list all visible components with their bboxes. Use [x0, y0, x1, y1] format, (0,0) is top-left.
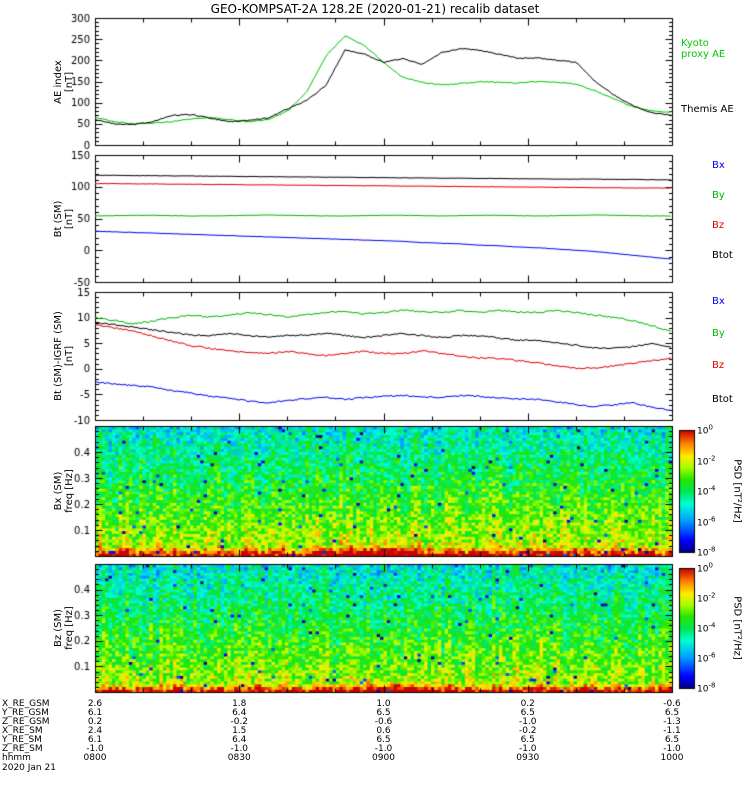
ephemeris-row-label-X_RE_SM: X_RE_SM	[2, 726, 43, 736]
ephemeris-value: 6.5	[376, 708, 391, 718]
bz-legend: Bz	[712, 360, 725, 371]
colorbar-tick-exponent: -8	[708, 545, 716, 554]
ephemeris-value: -1.1	[663, 726, 681, 736]
ephemeris-row-label-Y_RE_SM: Y_RE_SM	[2, 735, 42, 745]
page-title: GEO-KOMPSAT-2A 128.2E (2020-01-21) recal…	[210, 2, 540, 16]
ephemeris-value: 2.6	[87, 699, 103, 709]
ephemeris-value: 0.2	[520, 699, 535, 709]
ephemeris-value: 1.8	[232, 699, 247, 709]
ephemeris-value: -1.0	[663, 744, 681, 754]
btot-legend: Btot	[712, 394, 733, 405]
colorbar-tick-exponent: 0	[708, 423, 713, 432]
by-legend: By	[712, 328, 725, 339]
ephemeris-value: 1000	[660, 753, 684, 763]
ephemeris-value: -0.6	[374, 717, 393, 727]
ephemeris-value: -1.0	[230, 744, 249, 754]
ephemeris-row-label-Z_RE_SM: Z_RE_SM	[2, 744, 43, 754]
ephemeris-value: 0900	[372, 753, 395, 763]
ephemeris-value: 2.4	[87, 726, 103, 736]
ephemeris-value: 6.1	[87, 708, 103, 718]
ephemeris-value: 6.5	[376, 735, 391, 745]
bz-spectrogram-colorbar-tick-label: 100	[697, 561, 713, 575]
ephemeris-value: 6.5	[520, 708, 535, 718]
ephemeris-value: 0800	[83, 753, 107, 763]
colorbar-tick-exponent: -2	[708, 454, 716, 462]
bz-spectrogram-colorbar-axis-label: PSD [nT²/Hz]	[731, 596, 743, 660]
date-label: 2020 Jan 21	[2, 763, 56, 773]
ephemeris-value: 0930	[516, 753, 540, 763]
ephemeris-value: 6.5	[664, 735, 680, 745]
ephemeris-value: -1.0	[518, 744, 537, 754]
kyoto-proxy-ae-legend: Kyoto proxy AE	[681, 38, 726, 60]
colorbar-tick-exponent: -4	[708, 484, 716, 493]
ephemeris-value: -1.3	[663, 717, 681, 727]
ephemeris-value: 6.4	[232, 708, 247, 718]
by-legend: By	[712, 190, 725, 201]
ephemeris-row-label-Z_RE_GSM: Z_RE_GSM	[2, 717, 50, 727]
ephemeris-value: 6.5	[520, 735, 535, 745]
bx-legend: Bx	[712, 296, 725, 307]
ephemeris-value: 1.0	[376, 699, 391, 709]
ephemeris-row-label-X_RE_GSM: X_RE_GSM	[2, 699, 50, 709]
bz-legend: Bz	[712, 220, 725, 231]
bx-spectrogram-colorbar-tick-label: 10-8	[697, 545, 716, 559]
b-sm-y-axis-label: Bt (SM) [nT]	[53, 200, 75, 237]
bz-spectrogram-colorbar-tick-label: 10-4	[697, 621, 716, 635]
bx-spectrogram-colorbar-axis-label: PSD [nT²/Hz]	[731, 459, 743, 523]
ephemeris-value: 1.5	[232, 726, 247, 736]
colorbar-tick-exponent: -6	[708, 515, 716, 523]
ephemeris-value: 6.4	[232, 735, 247, 745]
colorbar-tick-exponent: -8	[708, 681, 716, 690]
btot-legend: Btot	[712, 250, 733, 261]
ephemeris-value: -1.0	[518, 717, 537, 727]
ephemeris-value: 0.6	[376, 726, 391, 736]
ephemeris-value: 0.2	[87, 717, 103, 727]
bx-spectrogram-y-axis-label: Bx (SM) freq [Hz]	[53, 469, 75, 513]
colorbar-tick-exponent: -2	[708, 591, 716, 600]
ephemeris-value: 6.5	[664, 708, 680, 718]
ephemeris-value: -0.2	[230, 717, 249, 727]
colorbar-tick-exponent: -6	[708, 651, 716, 660]
ephemeris-value: -1.0	[86, 744, 104, 754]
themis-ae-legend: Themis AE	[681, 104, 734, 115]
ephemeris-row-label-hhmm: hhmm	[2, 753, 31, 763]
bx-spectrogram-colorbar-tick-label: 10-4	[697, 484, 716, 498]
ephemeris-value: 6.1	[87, 735, 103, 745]
bz-spectrogram-colorbar-tick-label: 10-2	[697, 591, 716, 605]
ephemeris-row-label-Y_RE_GSM: Y_RE_GSM	[2, 708, 49, 718]
bz-spectrogram-colorbar-tick-label: 10-6	[697, 651, 716, 665]
colorbar-tick-exponent: -4	[708, 621, 716, 630]
bx-legend: Bx	[712, 160, 725, 171]
bz-spectrogram-y-axis-label: Bz (SM) freq [Hz]	[53, 606, 75, 650]
bz-spectrogram-colorbar-tick-label: 10-8	[697, 681, 716, 695]
ephemeris-value: -1.0	[374, 744, 393, 754]
ephemeris-value: 0830	[227, 753, 251, 763]
ephemeris-value: -0.2	[518, 726, 537, 736]
bx-spectrogram-colorbar-tick-label: 10-6	[697, 515, 716, 528]
ae-index-y-axis-label: AE index [nT]	[53, 59, 75, 104]
bx-spectrogram-colorbar-tick-label: 100	[697, 423, 713, 437]
bx-spectrogram-colorbar-tick-label: 10-2	[697, 454, 716, 467]
ephemeris-value: -0.6	[663, 699, 681, 709]
colorbar-tick-exponent: 0	[708, 561, 713, 570]
b-minus-igrf-y-axis-label: Bt (SM)-IGRF (SM) [nT]	[53, 311, 75, 401]
